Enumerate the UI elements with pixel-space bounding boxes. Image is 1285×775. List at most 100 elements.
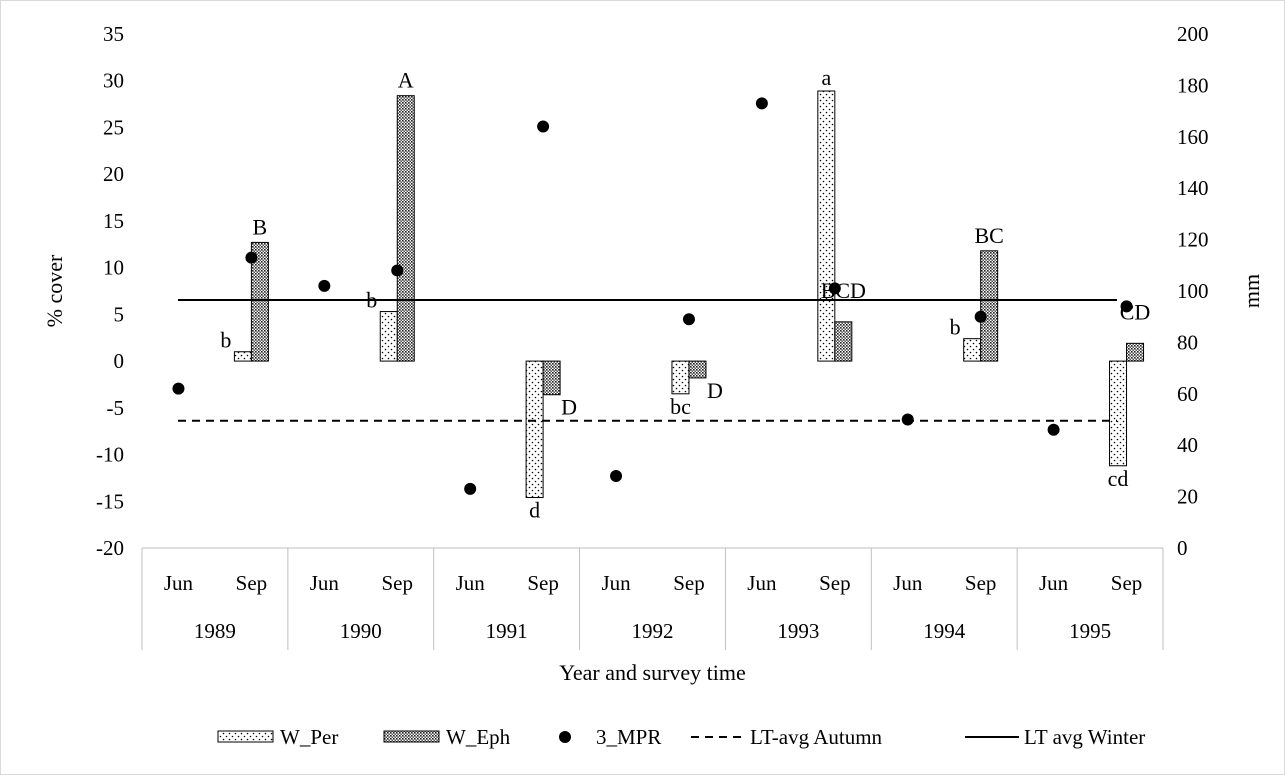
- legend-swatch-w-eph: [383, 730, 440, 743]
- bar-annotation-w-per: b: [950, 315, 961, 340]
- bar-annotation-w-eph: D: [707, 378, 723, 403]
- x-axis-title: Year and survey time: [559, 660, 746, 685]
- month-tick-label: Sep: [965, 571, 997, 595]
- left-axis-tick-label: 25: [103, 115, 124, 139]
- month-tick-label: Sep: [1111, 571, 1143, 595]
- right-axis-tick-label: 140: [1177, 176, 1209, 200]
- bar-annotation-w-eph: B: [253, 214, 268, 239]
- point-3-mpr: [318, 279, 331, 292]
- bar-annotation-w-per: cd: [1108, 466, 1129, 491]
- right-axis-tick-label: 100: [1177, 279, 1209, 303]
- bar-annotation-w-eph: D: [561, 395, 577, 420]
- point-3-mpr: [464, 482, 477, 495]
- legend-swatch-3-mpr: [559, 731, 571, 743]
- month-tick-label: Jun: [601, 571, 631, 595]
- bar-annotation-w-eph: BCD: [821, 278, 866, 303]
- month-tick-label: Sep: [527, 571, 559, 595]
- left-axis-tick-label: -15: [96, 489, 124, 513]
- point-3-mpr: [391, 264, 404, 277]
- legend-label-lt-avg-autumn: LT-avg Autumn: [750, 725, 883, 749]
- left-axis-tick-label: -20: [96, 536, 124, 560]
- left-axis-tick-label: 5: [114, 302, 125, 326]
- point-3-mpr: [755, 97, 768, 110]
- right-axis-tick-label: 80: [1177, 330, 1198, 354]
- year-tick-label: 1994: [923, 619, 966, 643]
- month-tick-label: Sep: [673, 571, 705, 595]
- bar-w-eph: [250, 241, 269, 362]
- bar-w-per: [525, 360, 544, 499]
- legend-label-3-mpr: 3_MPR: [596, 725, 661, 749]
- legend-label-w-eph: W_Eph: [446, 725, 511, 749]
- year-tick-label: 1993: [777, 619, 819, 643]
- bar-w-per: [817, 90, 836, 362]
- legend-label-w-per: W_Per: [280, 725, 338, 749]
- bar-annotation-w-per: bc: [670, 394, 691, 419]
- left-axis-tick-label: -10: [96, 443, 124, 467]
- right-axis-tick-label: 180: [1177, 73, 1209, 97]
- year-tick-label: 1989: [194, 619, 236, 643]
- month-tick-label: Jun: [747, 571, 777, 595]
- month-tick-label: Jun: [310, 571, 340, 595]
- point-3-mpr: [1120, 300, 1133, 313]
- bar-w-eph: [980, 250, 999, 362]
- left-axis-tick-label: 10: [103, 256, 124, 280]
- left-axis-tick-label: -5: [107, 396, 125, 420]
- point-3-mpr: [901, 413, 914, 426]
- year-tick-label: 1991: [486, 619, 528, 643]
- bar-w-per: [963, 338, 982, 362]
- right-axis-tick-label: 20: [1177, 485, 1198, 509]
- bar-w-per: [1109, 360, 1128, 467]
- bar-w-eph: [1126, 342, 1145, 362]
- bar-annotation-w-eph: A: [398, 68, 414, 93]
- month-tick-label: Sep: [819, 571, 851, 595]
- point-3-mpr: [828, 282, 841, 295]
- left-axis-tick-label: 15: [103, 209, 124, 233]
- left-axis-title: % cover: [42, 254, 67, 327]
- bar-w-eph: [688, 360, 707, 379]
- bar-w-eph: [542, 360, 561, 396]
- right-axis-tick-label: 60: [1177, 382, 1198, 406]
- legend-swatch-w-per: [217, 730, 274, 743]
- right-axis-tick-label: 120: [1177, 228, 1209, 252]
- right-axis-tick-label: 40: [1177, 433, 1198, 457]
- right-axis-tick-label: 0: [1177, 536, 1188, 560]
- bar-w-per: [233, 351, 252, 362]
- right-axis-title: mm: [1239, 274, 1264, 308]
- left-axis-tick-label: 0: [114, 349, 125, 373]
- bar-annotation-w-eph: BC: [974, 223, 1003, 248]
- year-tick-label: 1990: [340, 619, 382, 643]
- month-tick-label: Jun: [164, 571, 194, 595]
- month-tick-label: Jun: [1039, 571, 1069, 595]
- point-3-mpr: [537, 120, 550, 133]
- month-tick-label: Jun: [893, 571, 923, 595]
- bar-annotation-w-per: a: [821, 65, 831, 90]
- point-3-mpr: [1047, 423, 1060, 436]
- bar-w-eph: [834, 321, 853, 362]
- point-3-mpr: [172, 382, 185, 395]
- right-axis-tick-label: 200: [1177, 22, 1209, 46]
- year-tick-label: 1995: [1069, 619, 1111, 643]
- legend-label-lt-avg-winter: LT avg Winter: [1024, 725, 1145, 749]
- year-tick-label: 1992: [632, 619, 674, 643]
- left-axis-tick-label: 35: [103, 22, 124, 46]
- point-3-mpr: [610, 470, 623, 483]
- month-tick-label: Jun: [456, 571, 486, 595]
- bar-w-eph: [396, 95, 415, 362]
- bar-annotation-w-per: d: [529, 498, 540, 523]
- bar-w-per: [379, 311, 398, 362]
- point-3-mpr: [974, 310, 987, 323]
- bar-annotation-w-per: b: [220, 328, 231, 353]
- left-axis-tick-label: 20: [103, 162, 124, 186]
- right-axis-tick-label: 160: [1177, 125, 1209, 149]
- point-3-mpr: [682, 313, 695, 326]
- month-tick-label: Sep: [236, 571, 268, 595]
- left-axis-tick-label: 30: [103, 69, 124, 93]
- bar-annotation-w-eph: CD: [1120, 299, 1151, 324]
- bar-w-per: [671, 360, 690, 395]
- month-tick-label: Sep: [382, 571, 414, 595]
- point-3-mpr: [245, 251, 258, 264]
- bar-annotation-w-per: b: [366, 288, 377, 313]
